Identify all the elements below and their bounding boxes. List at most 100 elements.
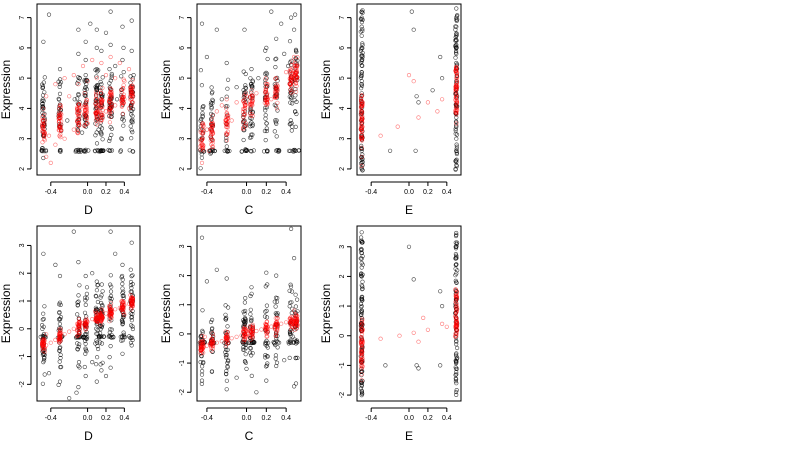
black-point	[411, 27, 416, 32]
red-point	[57, 115, 62, 121]
black-point	[40, 317, 45, 322]
black-point	[84, 285, 90, 290]
red-point	[210, 144, 215, 149]
points-layer	[358, 230, 460, 398]
red-point	[76, 317, 81, 322]
black-point	[264, 303, 270, 308]
black-point	[454, 307, 459, 312]
black-point	[455, 345, 460, 351]
red-point	[294, 319, 300, 324]
panel-6: -0.4 0.0 0.2 0.4 E -2 -1 0 1 2 3 Expression	[319, 225, 462, 443]
black-point	[222, 148, 227, 153]
red-point	[200, 333, 205, 339]
black-point	[106, 334, 111, 339]
black-point	[454, 381, 459, 386]
red-point	[198, 138, 203, 143]
black-point	[199, 83, 204, 88]
red-point	[41, 129, 46, 134]
black-point	[212, 148, 217, 154]
black-point	[77, 76, 82, 81]
black-point	[290, 101, 295, 106]
black-point	[360, 43, 365, 48]
black-point	[276, 149, 281, 154]
black-point	[453, 332, 459, 337]
y-tick-label: -1	[339, 362, 346, 368]
black-point	[430, 88, 435, 93]
red-point	[242, 107, 247, 112]
x-tick-label: 0.4	[442, 415, 452, 422]
black-point	[72, 97, 77, 102]
black-point	[273, 64, 278, 70]
black-point	[242, 300, 247, 305]
red-point	[126, 301, 132, 306]
black-point	[107, 355, 112, 360]
black-point	[274, 363, 279, 369]
black-point	[359, 57, 364, 63]
red-point	[99, 314, 104, 319]
red-point	[48, 160, 53, 165]
black-point	[129, 343, 134, 348]
black-point	[39, 323, 45, 328]
black-point	[121, 123, 126, 128]
red-point	[85, 79, 90, 84]
black-point	[224, 315, 229, 321]
red-point	[454, 333, 459, 338]
black-point	[288, 340, 294, 345]
black-point	[454, 45, 459, 50]
red-point	[76, 120, 81, 126]
red-point	[53, 337, 58, 343]
red-point	[359, 372, 364, 377]
red-point	[98, 311, 103, 317]
black-point	[226, 359, 231, 364]
black-point	[287, 355, 292, 361]
black-point	[40, 104, 45, 109]
red-point	[224, 138, 230, 143]
red-point	[397, 333, 402, 338]
black-point	[249, 83, 254, 89]
black-point	[40, 82, 45, 87]
black-point	[108, 9, 113, 14]
x-tick-label: 0.0	[242, 415, 252, 422]
black-point	[107, 136, 113, 141]
red-point	[210, 131, 216, 136]
red-point	[93, 308, 98, 314]
black-point	[359, 69, 364, 75]
red-point	[99, 60, 104, 66]
black-point	[82, 310, 88, 315]
red-point	[425, 100, 431, 105]
black-point	[225, 104, 230, 109]
red-point	[77, 319, 82, 324]
black-point	[223, 353, 228, 358]
black-point	[454, 230, 459, 236]
black-point	[249, 285, 254, 290]
red-point	[359, 342, 364, 347]
black-point	[359, 296, 364, 302]
red-point	[94, 311, 99, 316]
red-point	[210, 339, 215, 344]
black-point	[103, 30, 109, 35]
black-point	[130, 130, 135, 135]
black-point	[265, 361, 270, 366]
black-point	[263, 108, 268, 113]
black-point	[108, 273, 113, 278]
black-point	[248, 76, 253, 81]
red-point	[57, 124, 62, 130]
black-point	[83, 147, 88, 152]
black-point	[248, 307, 253, 312]
black-point	[76, 79, 81, 84]
black-point	[275, 311, 280, 316]
red-point	[269, 97, 274, 102]
black-point	[294, 340, 300, 345]
black-point	[120, 351, 125, 356]
black-point	[359, 315, 364, 321]
y-axis-label: Expression	[0, 60, 13, 119]
red-point	[360, 93, 365, 98]
black-point	[243, 86, 249, 91]
red-point	[243, 91, 248, 96]
red-point	[57, 339, 62, 344]
red-point	[93, 110, 98, 115]
red-point	[201, 350, 206, 355]
red-point	[411, 79, 416, 84]
red-point	[53, 142, 58, 147]
red-point	[224, 337, 229, 342]
